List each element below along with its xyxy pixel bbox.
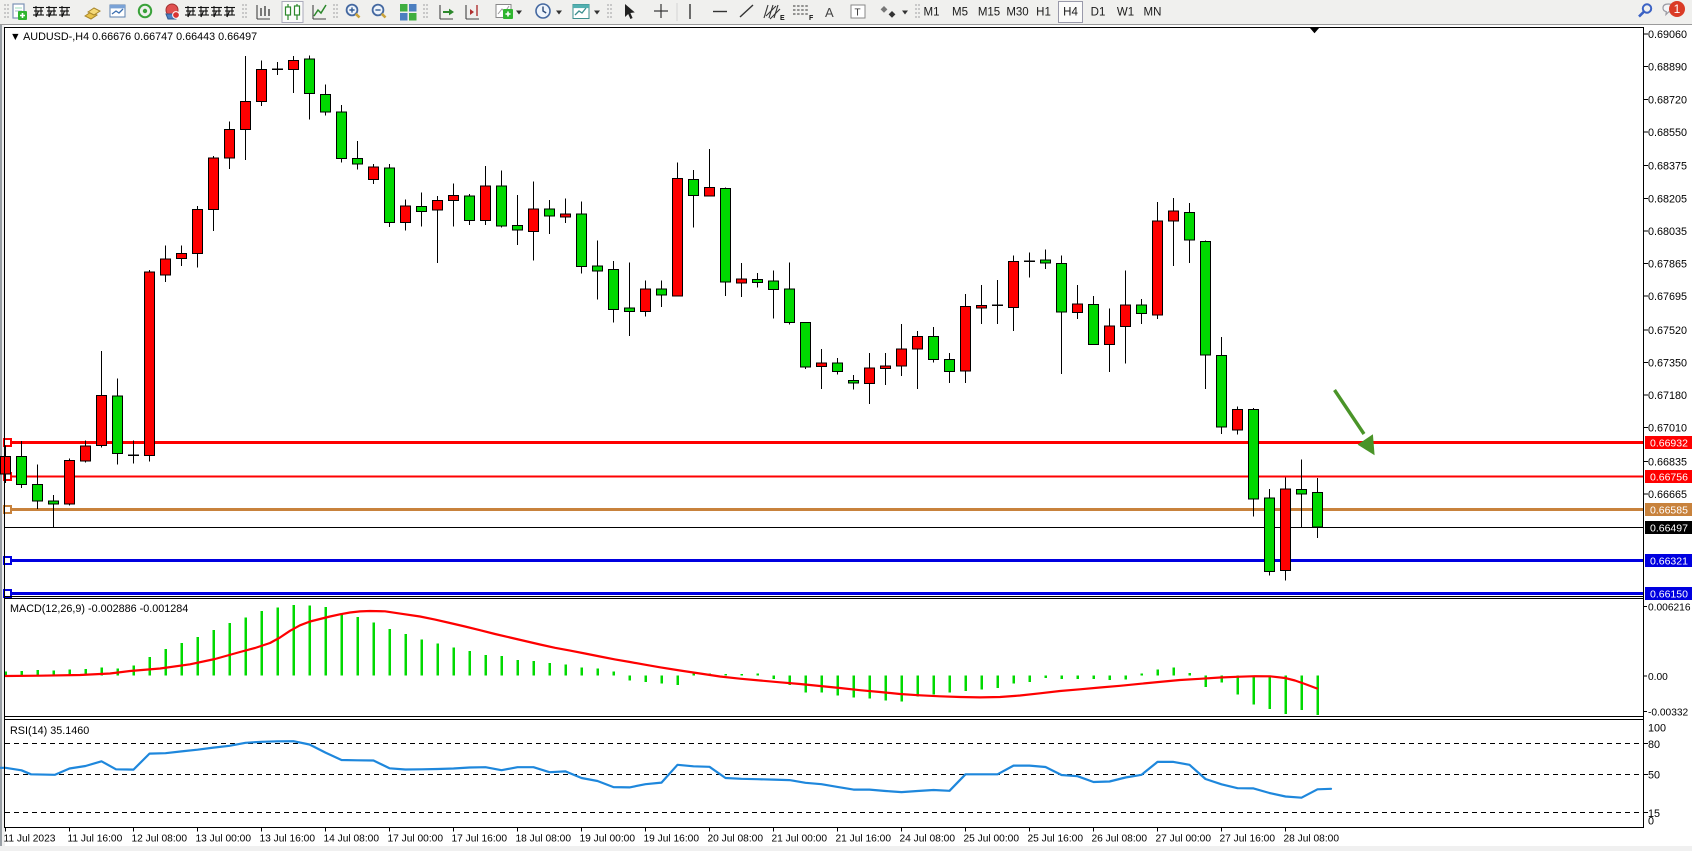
svg-text:0.67010: 0.67010	[1648, 423, 1687, 435]
svg-text:▼ AUDUSD-,H4 0.66676 0.66747: ▼ AUDUSD-,H4 0.66676 0.66747 0.66443 0.6…	[10, 31, 257, 43]
svg-text:18 Jul 08:00: 18 Jul 08:00	[516, 834, 572, 845]
svg-text:0.68375: 0.68375	[1648, 161, 1687, 173]
svg-text:E: E	[780, 15, 785, 22]
svg-text:0.67865: 0.67865	[1648, 259, 1687, 271]
svg-text:M5: M5	[952, 7, 968, 19]
svg-text:12 Jul 08:00: 12 Jul 08:00	[132, 834, 188, 845]
svg-text:11 Jul 2023: 11 Jul 2023	[4, 834, 56, 845]
svg-text:11 Jul 16:00: 11 Jul 16:00	[68, 834, 123, 845]
svg-text:13 Jul 00:00: 13 Jul 00:00	[196, 834, 252, 845]
svg-text:M30: M30	[1006, 7, 1028, 19]
svg-text:MACD(12,26,9) -0.002886 -0.001: MACD(12,26,9) -0.002886 -0.001284	[10, 603, 188, 615]
svg-text:T: T	[855, 8, 861, 19]
svg-text:0.67695: 0.67695	[1648, 291, 1687, 303]
svg-text:0.66665: 0.66665	[1648, 489, 1687, 501]
svg-text:0.68720: 0.68720	[1648, 94, 1687, 106]
svg-text:0.006216: 0.006216	[1648, 602, 1691, 613]
svg-text:0.68205: 0.68205	[1648, 193, 1687, 205]
svg-text:0.67180: 0.67180	[1648, 390, 1687, 402]
svg-text:21 Jul 16:00: 21 Jul 16:00	[836, 834, 892, 845]
svg-text:0.66321: 0.66321	[1650, 556, 1688, 568]
svg-text:RSI(14) 35.1460: RSI(14) 35.1460	[10, 725, 89, 737]
svg-text:100: 100	[1648, 722, 1666, 734]
svg-text:0.66497: 0.66497	[1650, 523, 1688, 535]
svg-text:M1: M1	[924, 7, 940, 19]
svg-text:0.00: 0.00	[1648, 672, 1668, 683]
svg-text:21 Jul 00:00: 21 Jul 00:00	[772, 834, 828, 845]
svg-text:17 Jul 16:00: 17 Jul 16:00	[452, 834, 508, 845]
svg-text:24 Jul 08:00: 24 Jul 08:00	[900, 834, 956, 845]
svg-text:D1: D1	[1091, 7, 1106, 19]
svg-text:50: 50	[1648, 770, 1660, 782]
svg-text:26 Jul 08:00: 26 Jul 08:00	[1092, 834, 1148, 845]
svg-text:W1: W1	[1117, 7, 1134, 19]
svg-text:19 Jul 16:00: 19 Jul 16:00	[644, 834, 700, 845]
svg-text:14 Jul 08:00: 14 Jul 08:00	[324, 834, 380, 845]
svg-text:0.68890: 0.68890	[1648, 62, 1687, 74]
svg-text:A: A	[825, 5, 834, 20]
svg-text:0.66932: 0.66932	[1650, 438, 1688, 450]
svg-text:H1: H1	[1036, 7, 1051, 19]
svg-text:F: F	[809, 15, 814, 22]
svg-text:0.67350: 0.67350	[1648, 357, 1687, 369]
svg-text:20 Jul 08:00: 20 Jul 08:00	[708, 834, 764, 845]
svg-text:MN: MN	[1144, 7, 1162, 19]
svg-text:M15: M15	[978, 7, 1000, 19]
svg-text:0.68035: 0.68035	[1648, 226, 1687, 238]
svg-text:0.66835: 0.66835	[1648, 456, 1687, 468]
svg-text:0.68550: 0.68550	[1648, 127, 1687, 139]
svg-text:80: 80	[1648, 739, 1660, 751]
svg-text:H4: H4	[1063, 7, 1078, 19]
svg-text:1: 1	[1674, 2, 1681, 16]
svg-text:25 Jul 00:00: 25 Jul 00:00	[964, 834, 1020, 845]
svg-text:0.66756: 0.66756	[1650, 472, 1688, 484]
svg-text:0: 0	[1648, 816, 1654, 828]
svg-text:13 Jul 16:00: 13 Jul 16:00	[260, 834, 316, 845]
svg-text:0.69060: 0.69060	[1648, 29, 1687, 41]
svg-text:15: 15	[1648, 808, 1660, 820]
svg-text:0.66150: 0.66150	[1650, 589, 1688, 601]
svg-text:0.66585: 0.66585	[1650, 505, 1688, 517]
svg-text:27 Jul 16:00: 27 Jul 16:00	[1220, 834, 1276, 845]
svg-text:25 Jul 16:00: 25 Jul 16:00	[1028, 834, 1084, 845]
svg-text:0.67520: 0.67520	[1648, 325, 1687, 337]
svg-text:17 Jul 00:00: 17 Jul 00:00	[388, 834, 444, 845]
svg-text:-0.00332: -0.00332	[1648, 708, 1689, 719]
svg-text:19 Jul 00:00: 19 Jul 00:00	[580, 834, 636, 845]
svg-text:27 Jul 00:00: 27 Jul 00:00	[1156, 834, 1212, 845]
svg-text:28 Jul 08:00: 28 Jul 08:00	[1284, 834, 1340, 845]
